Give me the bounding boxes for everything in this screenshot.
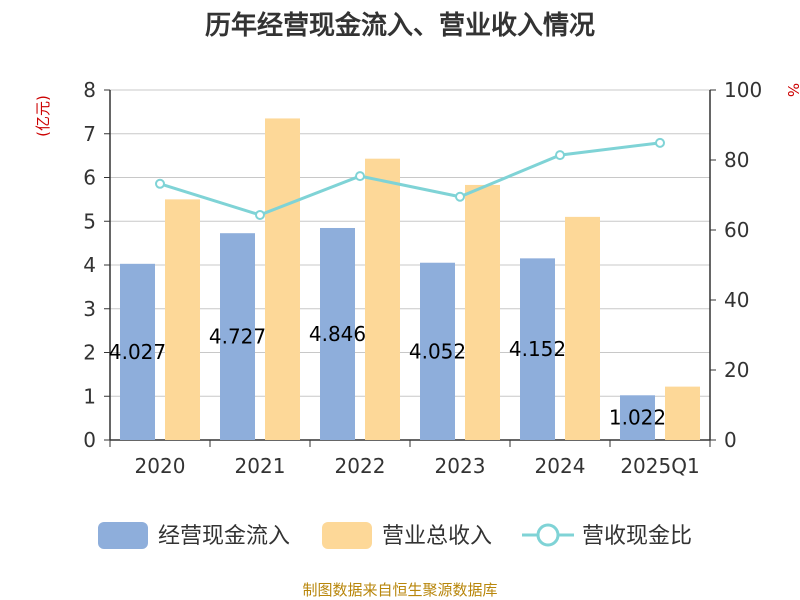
bars: [120, 118, 700, 440]
right-tick-label: 0: [724, 428, 737, 452]
legend-swatch-bar: [98, 522, 148, 549]
right-tick-label: 100: [724, 78, 762, 102]
bar-revenue: [565, 216, 600, 440]
chart-title: 历年经营现金流入、营业收入情况: [205, 10, 595, 41]
ratio-line: [155, 137, 665, 220]
source-note: 制图数据来自恒生聚源数据库: [302, 581, 497, 599]
bar-cash-inflow: [620, 395, 655, 440]
data-labels: 4.027 4.727 4.846 4.052 4.152 1.022: [109, 322, 666, 430]
left-tick-label: 8: [83, 78, 96, 102]
legend: 经营现金流入 营业总收入 营收现金比: [98, 522, 692, 549]
right-tick-label: 80: [724, 148, 749, 172]
x-tick-label: 2023: [435, 454, 486, 478]
ratio-point: [455, 191, 465, 202]
left-axis-unit: (亿元): [34, 95, 52, 137]
bar-cash-inflow: [120, 263, 155, 440]
x-tick-label: 2020: [135, 454, 186, 478]
bar-revenue: [665, 386, 700, 440]
right-tick-label: 40: [724, 288, 749, 312]
bar-revenue: [365, 158, 400, 440]
bar-cash-inflow: [420, 262, 455, 440]
left-tick-label: 3: [83, 297, 96, 321]
left-tick-label: 2: [83, 341, 96, 365]
ratio-point: [255, 209, 265, 220]
bar-revenue: [265, 118, 300, 440]
legend-swatch-marker: [536, 523, 560, 547]
left-tick-label: 7: [83, 122, 96, 146]
x-tick-label: 2024: [535, 454, 586, 478]
left-tick-label: 0: [83, 428, 96, 452]
bar-data-label: 4.846: [309, 322, 366, 346]
legend-swatch-bar: [322, 522, 372, 549]
ratio-point: [155, 178, 165, 189]
left-tick-label: 4: [83, 253, 96, 277]
bar-data-label: 4.052: [409, 339, 466, 363]
bar-data-label: 4.027: [109, 340, 166, 364]
bar-revenue: [165, 199, 200, 440]
bar-revenue: [465, 184, 500, 440]
bar-cash-inflow: [220, 233, 255, 440]
x-tick-label: 2022: [335, 454, 386, 478]
legend-label: 经营现金流入: [158, 524, 290, 549]
x-tick-label: 2025Q1: [620, 454, 699, 478]
ratio-point: [555, 150, 565, 161]
bar-data-label: 4.727: [209, 325, 266, 349]
bar-cash-inflow: [520, 258, 555, 440]
x-tick-label: 2021: [235, 454, 286, 478]
right-axis-unit: %: [784, 83, 800, 97]
ratio-point: [655, 137, 665, 148]
grid-lines: [110, 89, 710, 441]
bar-cash-inflow: [320, 227, 355, 440]
bar-data-label: 1.022: [609, 406, 666, 430]
legend-label: 营业总收入: [382, 524, 492, 549]
bar-data-label: 4.152: [509, 337, 566, 361]
ratio-point: [355, 171, 365, 182]
ratio-line-path: [159, 141, 661, 217]
right-tick-label: 60: [724, 218, 749, 242]
legend-label: 营收现金比: [582, 524, 692, 549]
right-tick-label: 20: [724, 358, 749, 382]
left-tick-label: 1: [83, 384, 96, 408]
left-tick-label: 6: [83, 166, 96, 190]
left-tick-label: 5: [83, 209, 96, 233]
